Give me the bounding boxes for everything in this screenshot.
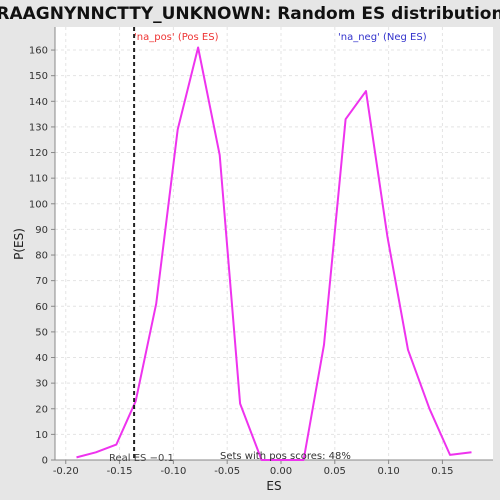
x-tick-label: 0.15 [431,466,453,477]
y-tick-label: 150 [29,71,48,82]
y-tick-label: 90 [35,225,48,236]
x-tick-label: -0.20 [53,466,79,477]
x-tick-label: -0.15 [107,466,133,477]
y-tick-label: 40 [35,353,48,364]
pos-es-annotation: 'na_pos' (Pos ES) [134,32,219,43]
x-tick-label: 0.00 [270,466,292,477]
y-tick-label: 10 [35,430,48,441]
y-tick-label: 20 [35,404,48,415]
pos-scores-annotation: Sets with pos scores: 48% [220,451,351,462]
y-tick-label: 100 [29,199,48,210]
x-tick-label: 0.10 [377,466,399,477]
plot-area [55,27,493,460]
y-tick-label: 0 [42,456,48,467]
y-tick-label: 70 [35,276,48,287]
chart-title: RAAGNYNNCTTY_UNKNOWN: Random ES distribu… [0,4,500,24]
x-axis-label: ES [266,479,281,493]
y-ticks: 0 10 20 30 40 50 60 70 80 90 100 110 120 130 140 150 160 [29,46,55,467]
y-tick-label: 110 [29,174,48,185]
real-es-label: Real ES −0.1 [109,453,174,464]
x-tick-label: -0.10 [160,466,186,477]
y-tick-label: 60 [35,302,48,313]
y-tick-label: 160 [29,46,48,57]
y-tick-label: 80 [35,251,48,262]
x-tick-label: -0.05 [214,466,240,477]
y-tick-label: 140 [29,97,48,108]
y-axis-label: P(ES) [12,228,26,260]
y-tick-label: 30 [35,379,48,390]
y-tick-label: 120 [29,148,48,159]
x-tick-label: 0.05 [324,466,346,477]
y-tick-label: 50 [35,327,48,338]
y-tick-label: 130 [29,122,48,133]
neg-es-annotation: 'na_neg' (Neg ES) [338,32,427,43]
